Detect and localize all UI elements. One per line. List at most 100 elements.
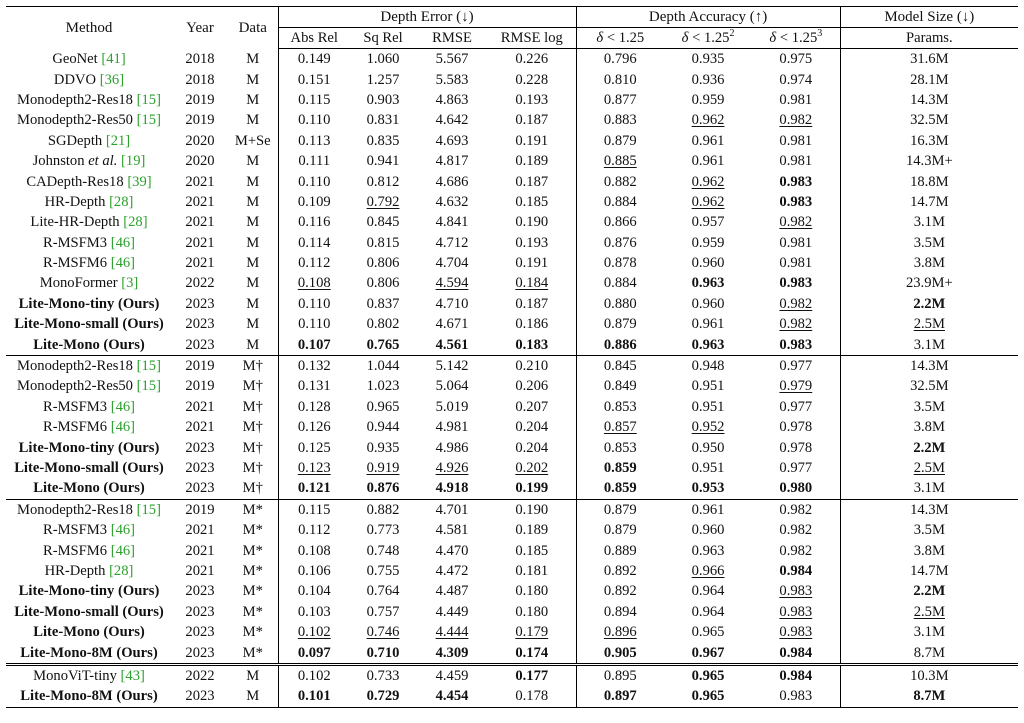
rmse-log-value: 0.187 — [515, 173, 549, 190]
params-value: 2.2M — [913, 583, 946, 600]
params-value: 3.5M — [913, 234, 945, 251]
rmse-value: 4.642 — [435, 112, 469, 129]
rmse-value: 5.019 — [435, 398, 469, 415]
citation-link[interactable]: [41] — [101, 50, 126, 67]
delta-1-cell: 0.810 — [575, 69, 665, 90]
citation-link[interactable]: [15] — [136, 358, 161, 375]
delta-1-cell: 0.895 — [575, 662, 665, 687]
delta-1-value: 0.849 — [603, 378, 637, 395]
citation-link[interactable]: [15] — [136, 91, 161, 108]
params-cell: 3.1M — [839, 334, 1019, 356]
delta-1-cell: 0.892 — [575, 581, 665, 602]
method-cell: Lite-Mono (Ours) — [6, 622, 172, 642]
citation-link[interactable]: [36] — [99, 71, 125, 88]
abs-rel-value: 0.151 — [297, 71, 331, 88]
delta-2-value: 0.962 — [691, 112, 725, 129]
params-cell: 3.5M — [839, 232, 1019, 253]
data-cell: M — [246, 255, 260, 272]
delta-2-value: 0.967 — [691, 644, 725, 661]
sq-rel-value: 0.806 — [366, 255, 400, 272]
year-cell: 2021 — [185, 255, 215, 272]
sq-rel-cell: 0.941 — [350, 151, 416, 171]
delta-1-value: 0.853 — [603, 398, 637, 415]
citation-link[interactable]: [15] — [136, 501, 161, 518]
delta-2-cell: 0.963 — [664, 540, 752, 560]
sq-rel-value: 0.764 — [366, 583, 400, 600]
citation-link[interactable]: [15] — [136, 378, 161, 395]
delta-3-cell: 0.984 — [752, 561, 840, 581]
sq-rel-cell: 0.903 — [350, 90, 416, 110]
citation-link[interactable]: [46] — [110, 234, 136, 251]
delta-3-cell: 0.974 — [752, 69, 840, 89]
sq-rel-value: 0.748 — [366, 542, 400, 559]
citation-link[interactable]: [39] — [127, 173, 152, 190]
delta-1-cell: 0.796 — [575, 48, 665, 70]
citation-link[interactable]: [46] — [110, 398, 136, 415]
delta-2-value: 0.965 — [691, 624, 725, 641]
params-value: 3.8M — [913, 255, 945, 272]
rmse-log-cell: 0.207 — [488, 397, 576, 417]
abs-rel-value: 0.121 — [297, 480, 331, 497]
year-cell: 2018 — [185, 50, 215, 67]
abs-rel-value: 0.104 — [297, 583, 331, 600]
sq-rel-value: 0.812 — [366, 173, 400, 190]
citation-link[interactable]: [3] — [121, 275, 139, 292]
method-cell: HR-Depth [28] — [6, 192, 172, 212]
year-cell: 2020 — [185, 153, 215, 170]
delta-2-cell: 0.950 — [664, 437, 752, 457]
params-cell: 23.9M+ — [839, 273, 1019, 294]
citation-link[interactable]: [21] — [105, 132, 131, 149]
delta-2-value: 0.960 — [691, 522, 725, 539]
delta-1-value: 0.886 — [603, 336, 637, 353]
rmse-value: 5.142 — [435, 358, 469, 375]
year-cell: 2023 — [185, 295, 215, 312]
citation-link[interactable]: [28] — [109, 193, 134, 210]
citation-link[interactable]: [46] — [110, 522, 136, 539]
citation-link[interactable]: [28] — [123, 214, 148, 231]
delta-1-cell: 0.845 — [575, 354, 665, 377]
rmse-log-value: 0.184 — [515, 275, 549, 292]
delta-2-value: 0.961 — [691, 501, 725, 518]
delta-3-cell: 0.983 — [752, 334, 840, 355]
citation-link[interactable]: [46] — [110, 419, 136, 436]
abs-rel-cell: 0.110 — [277, 293, 350, 315]
citation-link[interactable]: [43] — [120, 667, 145, 684]
delta-3-value: 0.981 — [779, 153, 813, 170]
sq-rel-value: 0.965 — [366, 398, 400, 415]
delta-1-value: 0.879 — [603, 501, 637, 518]
citation-link[interactable]: [19] — [121, 153, 146, 170]
method-name: MonoViT-tiny — [33, 667, 117, 684]
delta-3-cell: 0.977 — [752, 458, 840, 478]
params-value: 3.1M — [913, 480, 945, 497]
data-cell: M* — [242, 562, 263, 579]
rmse-log-cell: 0.204 — [488, 437, 576, 457]
sq-rel-cell: 0.748 — [350, 540, 416, 560]
sq-rel-cell: 1.060 — [350, 49, 416, 70]
sq-rel-value: 0.944 — [366, 419, 400, 436]
year-cell: 2019 — [185, 91, 215, 108]
method-cell: Monodepth2-Res18 [15] — [6, 354, 172, 377]
rmse-log-cell: 0.190 — [488, 212, 576, 232]
rmse-log-value: 0.207 — [515, 398, 549, 415]
rmse-log-value: 0.187 — [515, 112, 549, 129]
citation-link[interactable]: [46] — [110, 255, 136, 272]
delta-3-value: 0.983 — [779, 275, 813, 292]
delta-1-cell: 0.884 — [575, 191, 665, 213]
delta-2-value: 0.950 — [691, 439, 725, 456]
citation-link[interactable]: [46] — [110, 542, 136, 559]
delta-3-cell: 0.979 — [752, 376, 840, 396]
delta-1-cell: 0.879 — [575, 498, 665, 520]
delta-3-value: 0.984 — [779, 667, 813, 684]
sq-rel-value: 0.792 — [366, 193, 400, 210]
params-value: 3.1M — [913, 214, 945, 231]
citation-link[interactable]: [15] — [136, 112, 161, 129]
params-cell: 2.5M — [839, 457, 1019, 479]
rmse-cell: 4.704 — [416, 253, 488, 273]
rmse-log-value: 0.174 — [515, 644, 549, 661]
params-value: 2.2M — [913, 295, 946, 312]
table-row: Lite-Mono-small (Ours) 2023 M 0.110 0.802 4.6… — [6, 314, 1019, 335]
citation-link[interactable]: [28] — [109, 562, 134, 579]
method-cell: MonoViT-tiny [43] — [6, 662, 172, 687]
rmse-value: 4.693 — [435, 132, 469, 149]
rmse-log-value: 0.191 — [515, 255, 549, 272]
